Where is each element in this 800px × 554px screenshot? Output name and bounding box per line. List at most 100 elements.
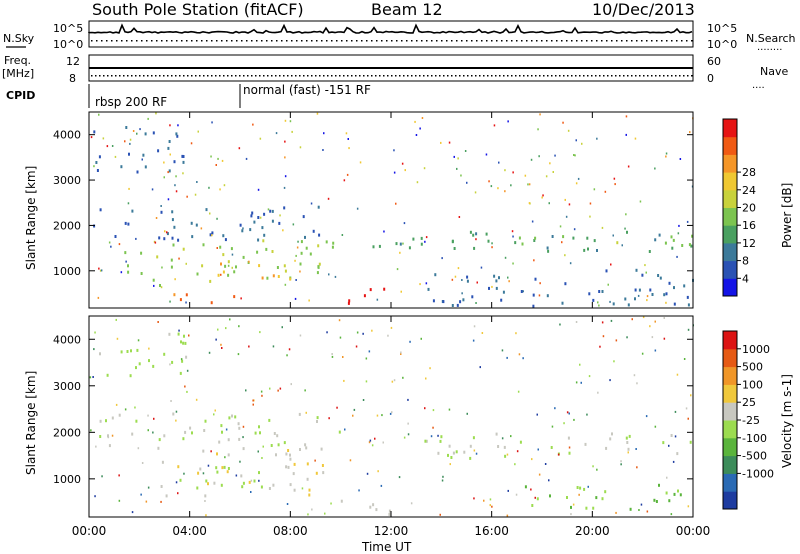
nave-dot (555, 75, 557, 77)
range-gate-cell (257, 216, 260, 219)
range-gate-cell (269, 387, 271, 390)
x-tick-label: 16:00 (474, 524, 509, 538)
noise-search-dot (346, 40, 348, 42)
nave-dot (167, 75, 169, 77)
range-gate-cell (172, 243, 175, 247)
x-tick-label: 12:00 (374, 524, 409, 538)
range-gate-cell (552, 171, 554, 173)
range-gate-cell (215, 466, 218, 470)
range-gate-cell (531, 220, 534, 223)
nave-dot (219, 75, 221, 77)
range-gate-cell (242, 255, 245, 259)
range-gate-cell (260, 390, 263, 393)
range-gate-cell (368, 441, 371, 444)
range-gate-cell (473, 449, 476, 452)
range-gate-cell (204, 494, 207, 498)
range-gate-cell (253, 479, 256, 483)
range-gate-cell (177, 124, 179, 127)
range-gate-cell (388, 512, 391, 516)
range-gate-cell (251, 211, 254, 215)
nave-dots: .... (752, 80, 765, 91)
range-gate-cell (376, 414, 379, 417)
y-tick-label: 2000 (53, 219, 81, 232)
range-gate-cell (222, 270, 225, 274)
range-gate-cell (129, 374, 132, 378)
range-gate-cell (248, 260, 250, 263)
noise-search-dot (381, 40, 383, 42)
range-gate-cell (583, 248, 586, 252)
range-gate-cell (242, 436, 244, 439)
range-gate-cell (330, 502, 332, 505)
nave-dot (111, 75, 113, 77)
range-gate-cell (302, 215, 305, 219)
range-gate-cell (610, 263, 612, 266)
colorbar-tick-label: 8 (742, 255, 749, 268)
range-gate-cell (691, 234, 694, 238)
range-gate-cell (99, 435, 102, 438)
range-gate-cell (668, 499, 671, 503)
noise-search-dot (416, 40, 418, 42)
range-gate-cell (242, 425, 245, 428)
range-gate-cell (301, 487, 304, 490)
noise-search-dot (521, 40, 523, 42)
range-gate-cell (670, 513, 673, 516)
range-gate-cell (124, 251, 127, 255)
range-gate-cell (605, 269, 608, 273)
range-gate-cell (209, 233, 212, 237)
range-gate-cell (157, 149, 160, 153)
noise-search-dot (101, 40, 103, 42)
colorbar-swatch (723, 207, 737, 226)
range-gate-cell (221, 347, 223, 349)
nave-dot (283, 75, 285, 77)
range-gate-cell (663, 293, 666, 297)
range-gate-cell (372, 245, 375, 249)
range-gate-cell (140, 493, 142, 496)
nave-dot (575, 75, 577, 77)
range-gate-cell (100, 269, 103, 272)
range-gate-cell (226, 470, 229, 474)
range-gate-cell (172, 412, 175, 416)
range-gate-cell (132, 130, 135, 132)
range-gate-cell (289, 457, 292, 461)
range-gate-cell (233, 295, 236, 299)
range-gate-cell (99, 269, 102, 272)
range-gate-cell (625, 133, 627, 136)
nave-dot (327, 75, 329, 77)
range-gate-cell (602, 335, 605, 338)
nsearch-dots: ........ (757, 42, 782, 53)
nave-dot (103, 75, 105, 77)
range-gate-cell (566, 411, 569, 414)
range-gate-cell (181, 359, 184, 363)
nave-dot (251, 75, 253, 77)
range-gate-cell (638, 288, 641, 292)
range-gate-cell (111, 416, 114, 420)
range-gate-cell (304, 443, 307, 447)
noise-search-dot (226, 40, 228, 42)
noise-search-dot (466, 40, 468, 42)
nave-dot (291, 75, 293, 77)
range-gate-cell (196, 272, 199, 276)
range-gate-cell (110, 245, 112, 248)
x-axis-label: Time UT (361, 540, 412, 554)
range-gate-cell (345, 132, 348, 135)
range-gate-cell (214, 409, 216, 412)
range-gate-cell (544, 463, 547, 465)
range-gate-cell (174, 278, 176, 281)
range-gate-cell (135, 419, 138, 423)
x-tick-label: 04:00 (172, 524, 207, 538)
noise-search-dot (411, 40, 413, 42)
range-gate-cell (425, 282, 428, 285)
range-gate-cell (589, 202, 592, 205)
range-gate-cell (152, 278, 155, 282)
nave-dot (479, 75, 481, 77)
range-gate-cell (291, 130, 293, 133)
range-gate-cell (168, 332, 171, 336)
range-gate-cell (289, 453, 291, 457)
range-gate-cell (646, 299, 648, 302)
range-gate-cell (531, 458, 533, 461)
range-gate-cell (93, 130, 96, 134)
range-gate-cell (93, 348, 95, 351)
range-gate-cell (485, 153, 488, 156)
range-gate-cell (287, 465, 290, 469)
nave-dot (419, 75, 421, 77)
